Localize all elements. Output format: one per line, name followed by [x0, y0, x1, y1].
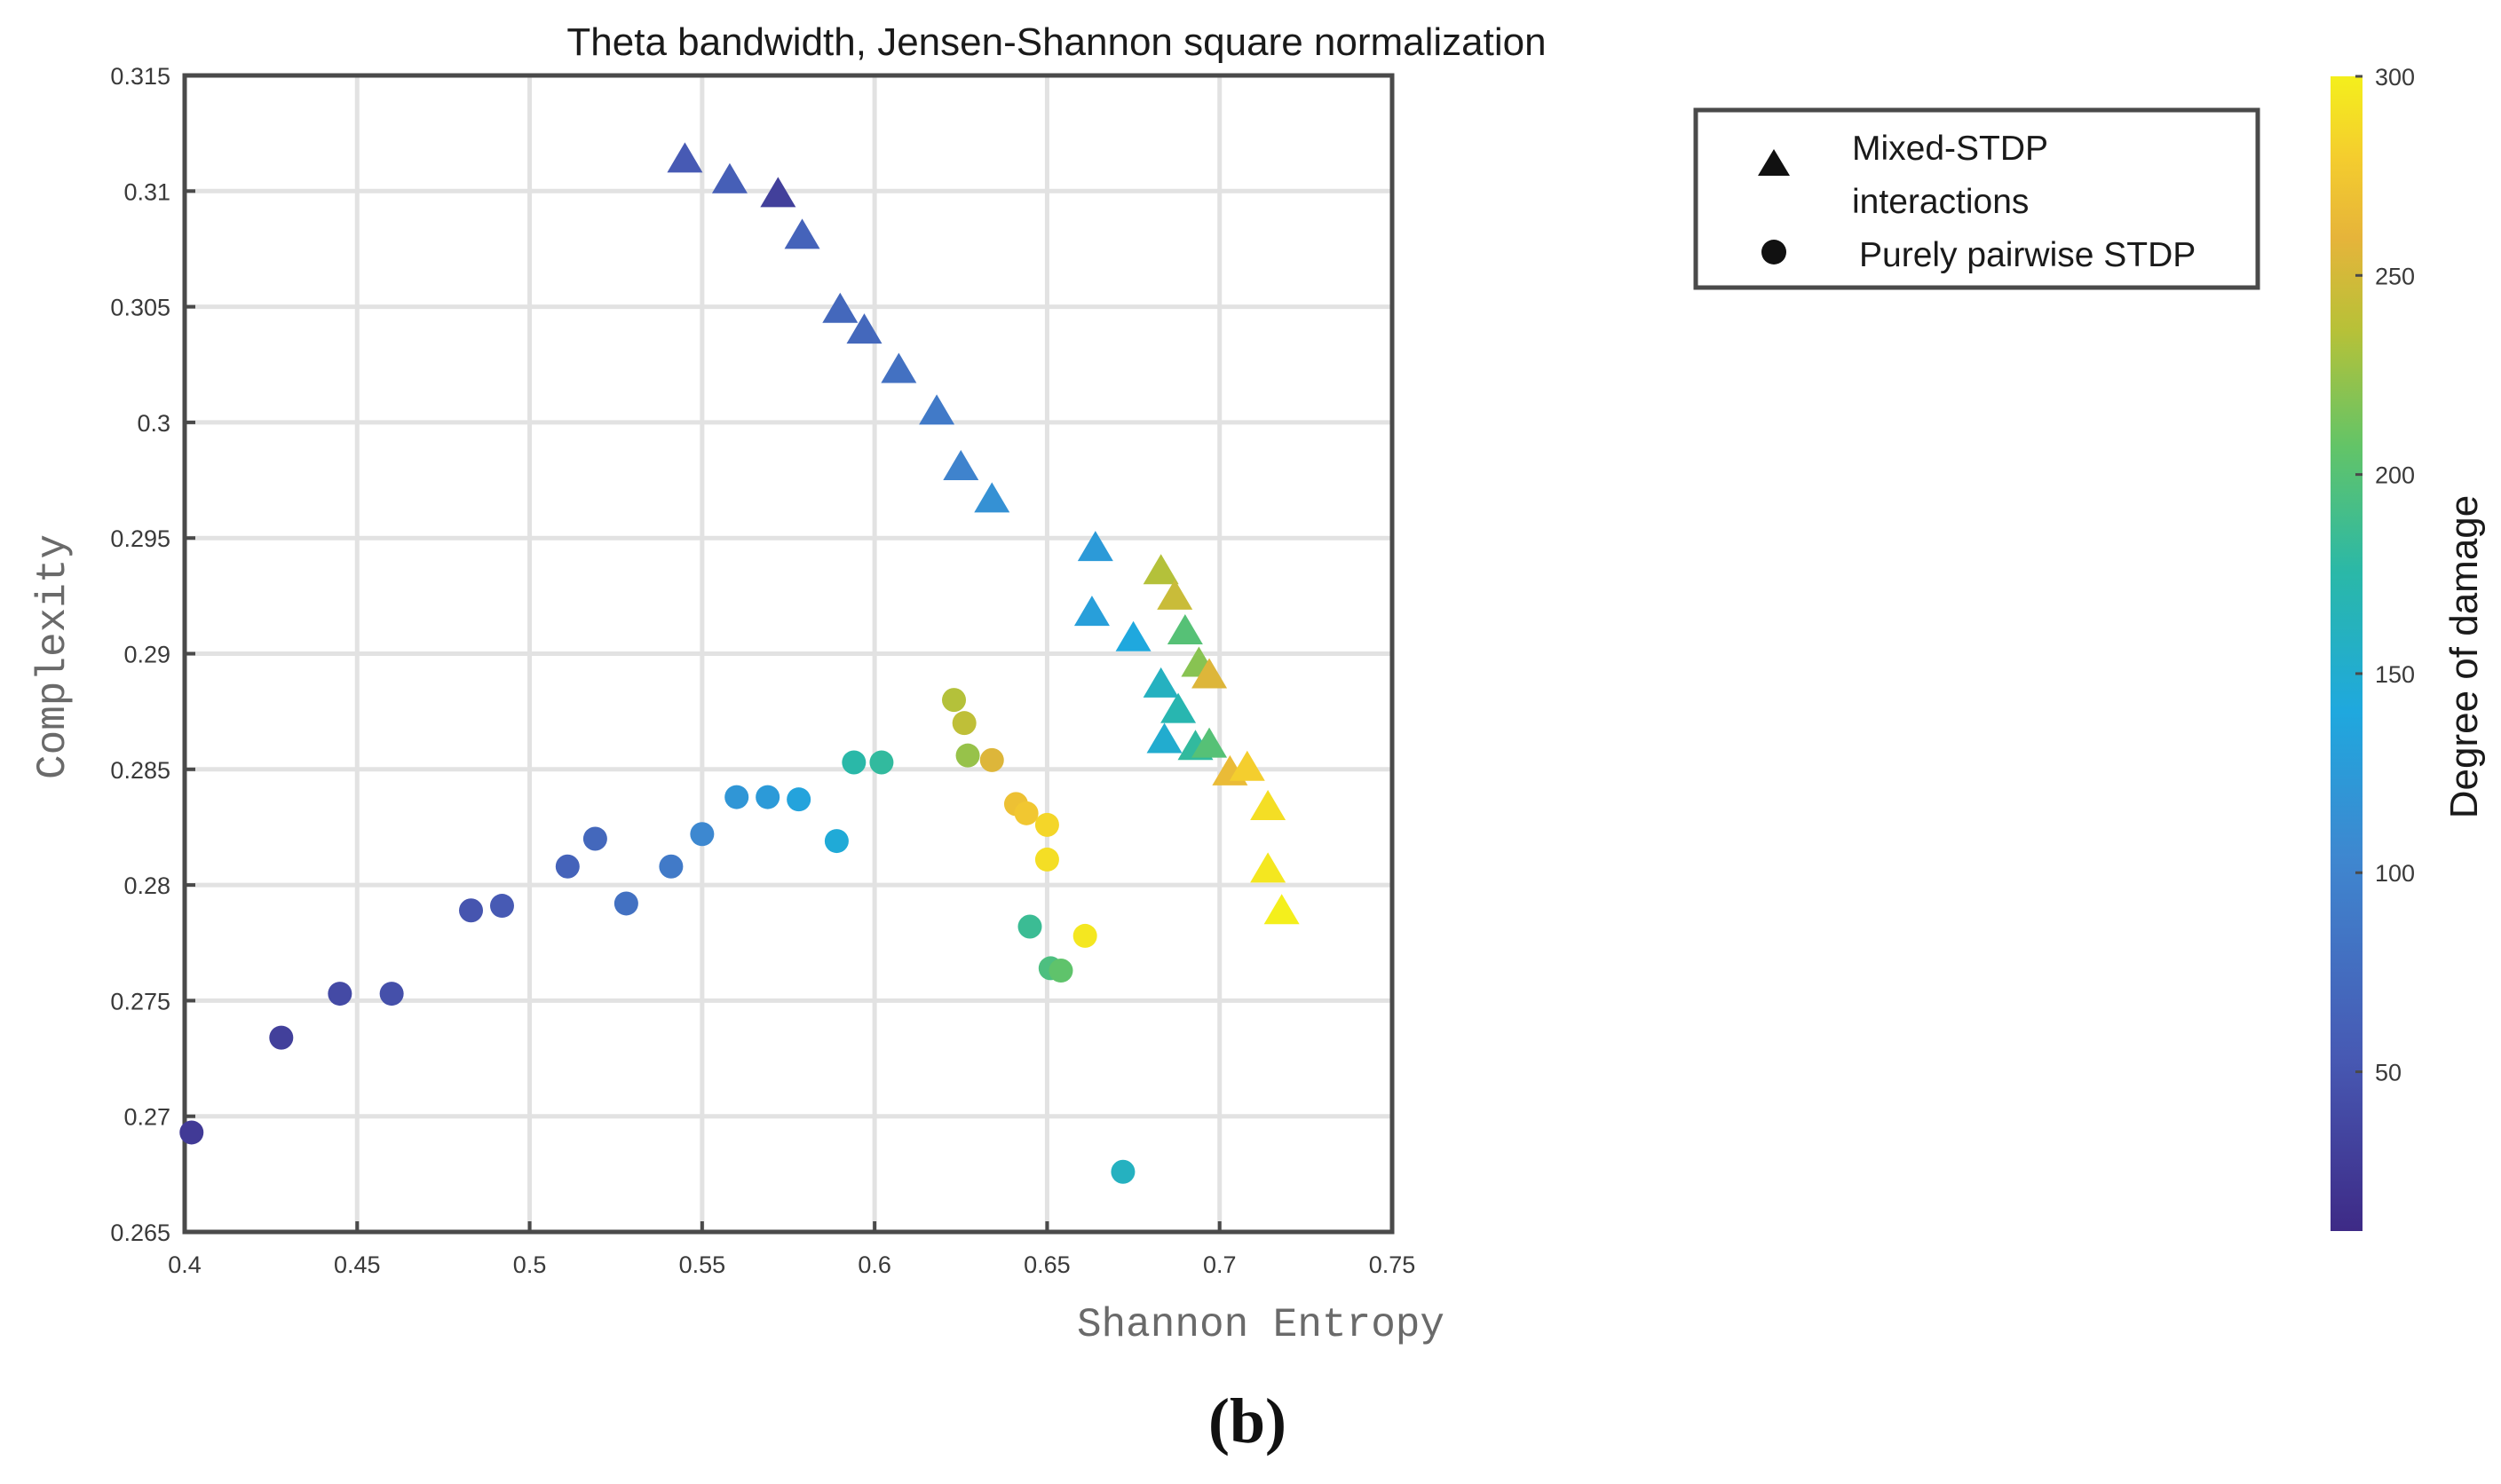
- y-tick-label: 0.31: [123, 178, 170, 205]
- chart-title: Theta bandwidth, Jensen-Shannon square n…: [566, 20, 1546, 64]
- x-tick-label: 0.45: [334, 1251, 381, 1278]
- mixed-stdp-point: [974, 482, 1010, 513]
- mixed-stdp-point: [919, 394, 955, 425]
- colorbar-gradient: [2331, 76, 2362, 1231]
- mixed-stdp-point: [822, 292, 859, 323]
- y-tick-label: 0.275: [110, 988, 170, 1014]
- pairwise-stdp-point: [869, 750, 894, 775]
- pairwise-stdp-point: [842, 750, 867, 775]
- mixed-stdp-point: [667, 142, 703, 173]
- pairwise-stdp-point: [659, 854, 684, 879]
- legend-triangle-marker: [1758, 149, 1790, 176]
- pairwise-stdp-point: [179, 1120, 204, 1145]
- pairwise-stdp-point: [979, 747, 1004, 772]
- mixed-stdp-point: [881, 352, 917, 383]
- pairwise-stdp-point: [1072, 923, 1097, 948]
- legend-circle-marker: [1761, 240, 1786, 264]
- legend-label-mixed-line2: interactions: [1852, 183, 2029, 221]
- y-tick-label: 0.315: [110, 63, 170, 90]
- colorbar-tick-label: 50: [2375, 1060, 2402, 1086]
- y-tick-label: 0.265: [110, 1220, 170, 1246]
- x-axis-ticks: 0.4 0.45 0.5 0.55 0.6 0.65 0.7 0.75: [168, 1221, 1415, 1278]
- x-tick-label: 0.55: [679, 1251, 726, 1278]
- legend-box: [1693, 107, 2260, 290]
- pairwise-stdp-point: [582, 826, 607, 851]
- mixed-stdp-point: [1143, 667, 1179, 698]
- mixed-stdp-point: [1115, 620, 1152, 651]
- y-axis-label: Complexity: [30, 534, 76, 779]
- legend-label-pairwise: Purely pairwise STDP: [1859, 236, 2196, 274]
- x-tick-label: 0.4: [168, 1251, 202, 1278]
- y-tick-label: 0.3: [137, 410, 170, 437]
- pairwise-stdp-point: [1034, 812, 1059, 837]
- legend: Mixed-STDP interactions Purely pairwise …: [1693, 107, 2260, 290]
- pairwise-stdp-point: [379, 982, 404, 1006]
- mixed-stdp-point: [1250, 790, 1286, 821]
- pairwise-stdp-point: [724, 785, 749, 809]
- y-tick-label: 0.28: [123, 872, 170, 899]
- colorbar: 50 100 150 200 250 300 Degree of damage: [2331, 64, 2486, 1231]
- mixed-stdp-point: [1077, 531, 1113, 562]
- y-tick-label: 0.295: [110, 525, 170, 552]
- y-tick-label: 0.27: [123, 1104, 170, 1131]
- pairwise-stdp-point: [952, 711, 977, 736]
- mixed-stdp-point: [1157, 579, 1193, 610]
- mixed-stdp-point: [943, 449, 979, 480]
- mixed-stdp-point: [784, 218, 820, 249]
- pairwise-stdp-point: [955, 743, 980, 768]
- mixed-stdp-point: [1143, 554, 1179, 585]
- grid-lines: [185, 75, 1392, 1232]
- pairwise-stdp-point: [489, 894, 514, 919]
- pairwise-stdp-point: [328, 982, 352, 1006]
- data-points: [179, 142, 1300, 1184]
- colorbar-ticks: 50 100 150 200 250 300: [2355, 64, 2415, 1086]
- mixed-stdp-point: [1229, 750, 1265, 781]
- colorbar-label: Degree of damage: [2442, 495, 2486, 818]
- mixed-stdp-point: [1250, 852, 1286, 883]
- mixed-stdp-point: [1167, 613, 1203, 644]
- pairwise-stdp-point: [269, 1025, 294, 1050]
- pairwise-stdp-point: [942, 688, 967, 713]
- figure-caption: (b): [1208, 1385, 1286, 1456]
- pairwise-stdp-point: [1049, 959, 1073, 983]
- pairwise-stdp-point: [613, 891, 638, 916]
- pairwise-stdp-point: [1014, 801, 1039, 825]
- legend-label-mixed-line1: Mixed-STDP: [1852, 130, 2048, 168]
- colorbar-tick-label: 300: [2375, 64, 2415, 91]
- x-axis-label: Shannon Entropy: [1077, 1302, 1444, 1348]
- y-tick-label: 0.305: [110, 295, 170, 321]
- mixed-stdp-point: [711, 162, 748, 193]
- pairwise-stdp-point: [555, 854, 580, 879]
- x-tick-label: 0.75: [1369, 1251, 1416, 1278]
- pairwise-stdp-point: [459, 898, 484, 923]
- mixed-stdp-point: [760, 177, 796, 208]
- pairwise-stdp-point: [1034, 847, 1059, 872]
- mixed-stdp-point: [1160, 692, 1197, 723]
- x-tick-label: 0.7: [1203, 1251, 1237, 1278]
- pairwise-stdp-point: [787, 787, 811, 812]
- colorbar-tick-label: 250: [2375, 263, 2415, 289]
- mixed-stdp-point: [1191, 727, 1228, 758]
- pairwise-stdp-point: [690, 822, 715, 847]
- mixed-stdp-point: [846, 313, 882, 344]
- colorbar-tick-label: 150: [2375, 661, 2415, 688]
- mixed-stdp-point: [1146, 722, 1183, 754]
- pairwise-stdp-point: [756, 785, 780, 809]
- y-tick-label: 0.29: [123, 642, 170, 668]
- y-axis-ticks: 0.265 0.27 0.275 0.28 0.285 0.29 0.295 0.3 0.305…: [110, 63, 195, 1246]
- mixed-stdp-point: [1073, 596, 1110, 627]
- x-tick-label: 0.6: [858, 1251, 891, 1278]
- x-tick-label: 0.65: [1024, 1251, 1071, 1278]
- pairwise-stdp-point: [1017, 914, 1042, 939]
- colorbar-tick-label: 100: [2375, 860, 2415, 887]
- pairwise-stdp-point: [1111, 1159, 1136, 1184]
- mixed-stdp-point: [1191, 658, 1228, 689]
- mixed-stdp-point: [1263, 894, 1300, 925]
- pairwise-stdp-point: [824, 829, 849, 854]
- y-tick-label: 0.285: [110, 757, 170, 784]
- colorbar-tick-label: 200: [2375, 462, 2415, 489]
- x-tick-label: 0.5: [513, 1251, 547, 1278]
